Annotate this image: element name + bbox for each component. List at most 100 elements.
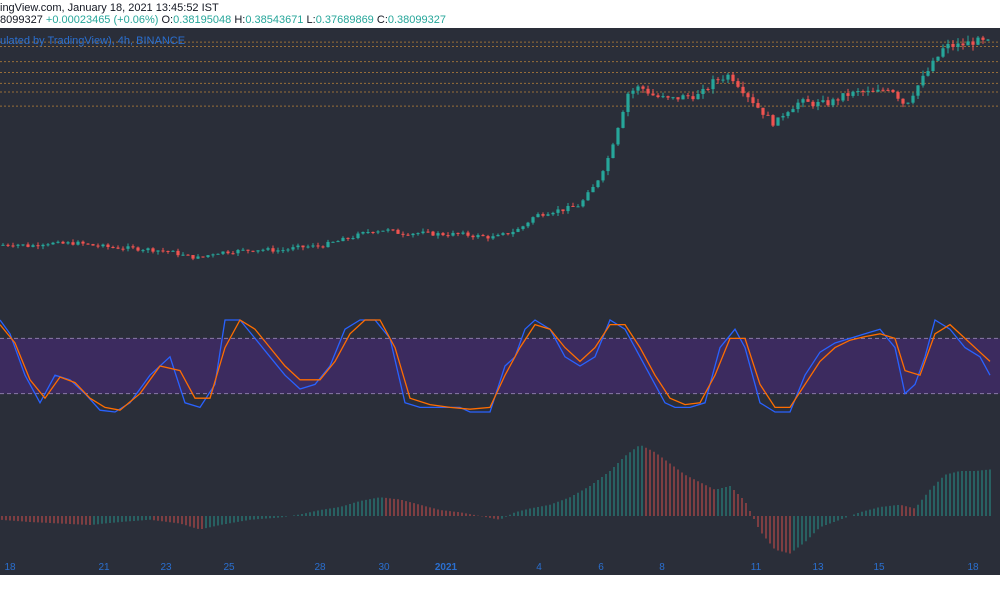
x-axis-band — [0, 558, 1000, 575]
x-tick-label: 30 — [378, 562, 390, 573]
candle-body — [141, 250, 145, 252]
candle-body — [886, 89, 890, 91]
candle-body — [11, 245, 15, 247]
candle-body — [771, 115, 775, 126]
candle-body — [566, 205, 570, 212]
candle-body — [431, 231, 435, 236]
candle-body — [986, 39, 990, 41]
candle-body — [21, 244, 25, 246]
candle-body — [306, 246, 310, 248]
candle-body — [241, 249, 245, 251]
candle-body — [831, 99, 835, 106]
candle-body — [661, 96, 665, 98]
candle-body — [866, 90, 870, 92]
x-tick-label: 28 — [314, 562, 326, 573]
candle-body — [671, 97, 675, 99]
candle-body — [406, 234, 410, 236]
ohlc-line: 8099327 +0.00023465 (+0.06%) O:0.3819504… — [0, 14, 446, 26]
candle-body — [86, 243, 90, 245]
candle-body — [246, 249, 250, 251]
candle-body — [151, 248, 155, 252]
candle-body — [776, 117, 780, 126]
candle-body — [721, 79, 725, 81]
candle-body — [726, 74, 730, 80]
candle-body — [926, 71, 930, 76]
candle-body — [1, 244, 5, 246]
candle-body — [41, 244, 45, 247]
candle-body — [871, 90, 875, 92]
candle-body — [861, 91, 865, 93]
candle-body — [516, 228, 520, 232]
candle-body — [411, 233, 415, 236]
candle-body — [156, 250, 160, 252]
candle-body — [581, 200, 585, 207]
candle-body — [596, 180, 600, 188]
x-tick-label: 4 — [536, 562, 542, 573]
candle-body — [61, 241, 65, 244]
candle-body — [676, 97, 680, 100]
candle-body — [186, 254, 190, 256]
close-label: C: — [376, 14, 388, 26]
bottom-margin — [0, 575, 1000, 600]
candle-body — [981, 37, 985, 40]
candle-body — [71, 242, 75, 245]
candle-body — [641, 86, 645, 89]
chart-subtitle: ulated by TradingView), 4h, BINANCE — [0, 35, 186, 47]
candle-body — [591, 187, 595, 193]
candle-body — [836, 99, 840, 101]
candle-body — [191, 255, 195, 259]
candle-body — [906, 102, 910, 104]
candle-body — [261, 249, 265, 251]
candle-body — [506, 233, 510, 235]
candle-body — [851, 91, 855, 96]
candle-body — [206, 255, 210, 257]
candle-body — [36, 245, 40, 247]
candle-body — [756, 103, 760, 108]
candle-body — [381, 230, 385, 232]
candle-body — [936, 56, 940, 61]
candle-body — [706, 88, 710, 90]
candle-body — [196, 256, 200, 259]
candle-body — [251, 250, 255, 252]
candlestick-series — [1, 35, 990, 261]
candle-body — [686, 95, 690, 97]
stoch-line-k — [0, 318, 991, 413]
candle-body — [586, 192, 590, 201]
candle-body — [376, 231, 380, 233]
candle-body — [956, 43, 960, 48]
candle-body — [846, 93, 850, 96]
candle-body — [496, 234, 500, 237]
candle-body — [211, 254, 215, 256]
candle-body — [471, 235, 475, 238]
candle-body — [976, 37, 980, 45]
candle-body — [741, 86, 745, 94]
candle-body — [101, 244, 105, 247]
x-tick-label: 21 — [98, 562, 110, 573]
candle-body — [536, 214, 540, 218]
candle-body — [81, 241, 85, 244]
high-value: 0.38543671 — [245, 14, 304, 26]
close-value: 0.38099327 — [387, 14, 446, 26]
candle-body — [951, 43, 955, 48]
candle-body — [856, 91, 860, 93]
candle-body — [116, 247, 120, 249]
candle-body — [966, 41, 970, 46]
candle-body — [351, 238, 355, 240]
x-tick-label: 18 — [4, 562, 16, 573]
candle-body — [276, 250, 280, 252]
candle-body — [146, 248, 150, 251]
candle-body — [46, 244, 50, 246]
candle-body — [796, 102, 800, 110]
candle-body — [166, 250, 170, 252]
candle-body — [606, 158, 610, 172]
x-tick-label: 18 — [967, 562, 979, 573]
candle-body — [231, 253, 235, 255]
high-label: H: — [234, 14, 246, 26]
chart-background — [0, 28, 1000, 600]
candle-body — [56, 241, 60, 243]
candle-body — [486, 236, 490, 239]
candle-body — [891, 89, 895, 93]
candle-body — [766, 114, 770, 116]
candle-body — [901, 98, 905, 104]
candle-body — [386, 229, 390, 231]
